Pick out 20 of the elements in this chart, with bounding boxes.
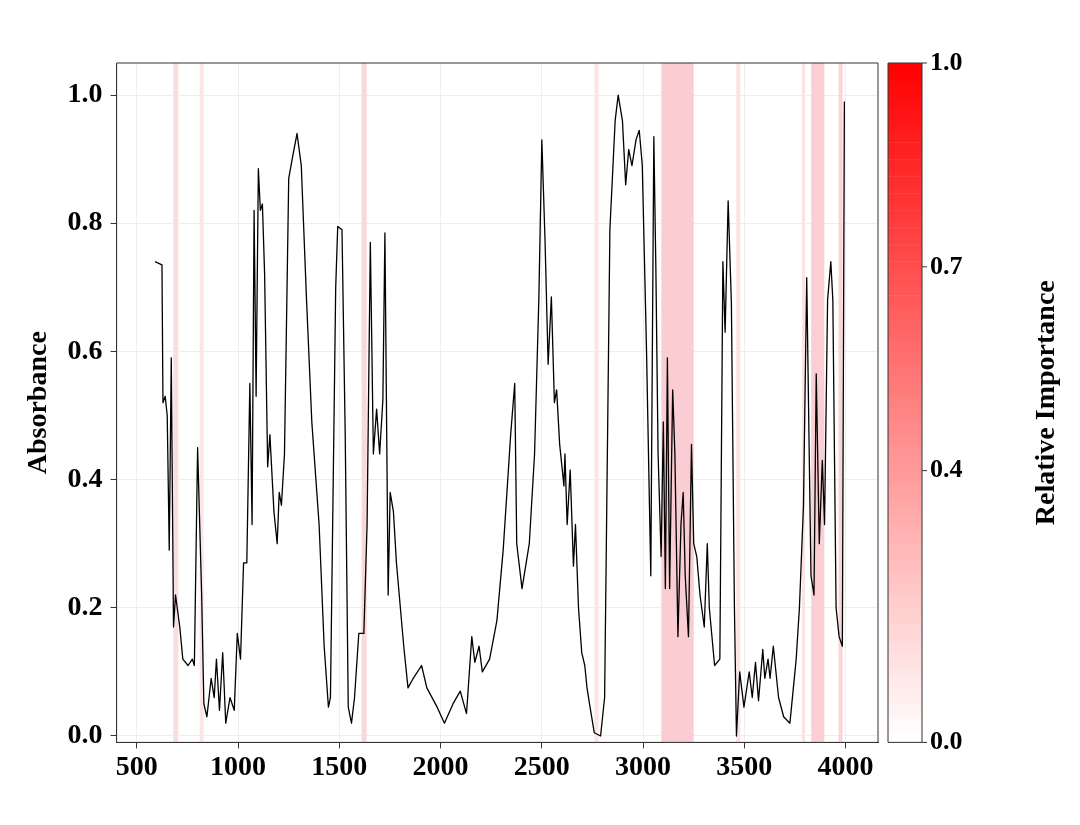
y-tick-label: 0.8 [67, 205, 103, 237]
y-tick-label: 0.4 [67, 461, 103, 493]
y-tick-label: 0.6 [67, 333, 103, 365]
color-bar-label: 0.7 [930, 250, 963, 280]
x-tick-label: 3000 [615, 750, 672, 782]
color-bar-label: 0.0 [930, 726, 963, 756]
y-axis-title: Absorbance [21, 331, 53, 475]
y-tick-label: 1.0 [67, 77, 103, 109]
x-tick-label: 1000 [210, 750, 267, 782]
x-tick-label: 500 [115, 750, 158, 782]
y-tick-label: 0.0 [67, 718, 103, 750]
x-tick-label: 2500 [513, 750, 570, 782]
y-tick-label: 0.2 [67, 590, 103, 622]
x-tick-label: 3500 [716, 750, 773, 782]
x-tick-label: 1500 [311, 750, 368, 782]
color-bar-title: Relative Importance [1029, 280, 1061, 526]
color-bar-label: 0.4 [930, 454, 963, 484]
x-tick-label: 2000 [412, 750, 469, 782]
x-tick-label: 4000 [817, 750, 874, 782]
color-bar-label: 1.0 [930, 46, 963, 76]
